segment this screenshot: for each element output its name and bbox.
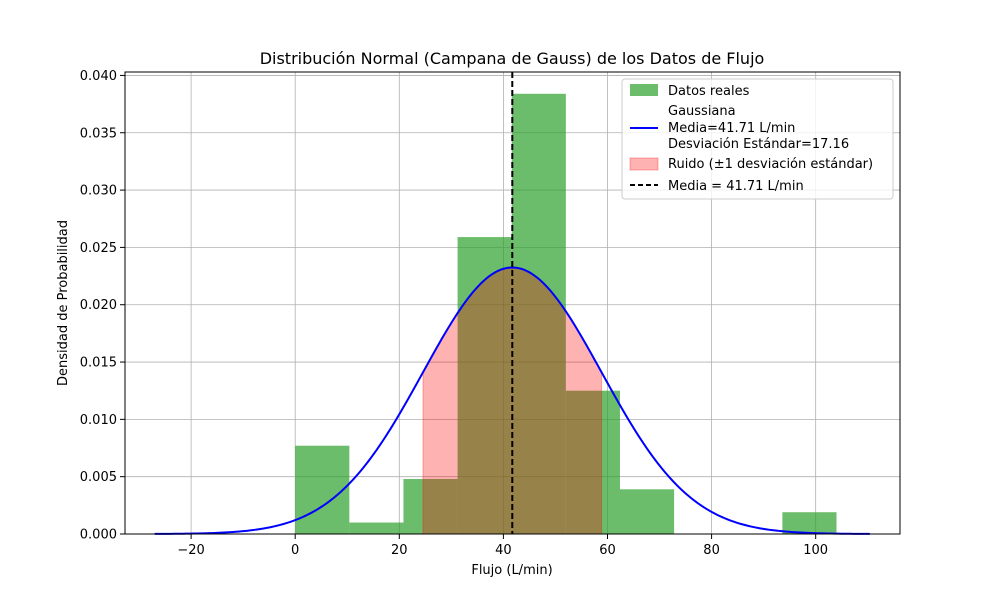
y-tick-label-7: 0.035 [80, 126, 117, 141]
y-tick-label-3: 0.015 [80, 356, 117, 371]
chart-title: Distribución Normal (Campana de Gauss) d… [260, 49, 765, 68]
y-tick-label-4: 0.020 [80, 298, 117, 313]
x-tick-label-1: 0 [291, 543, 299, 558]
y-tick-label-2: 0.010 [80, 413, 117, 428]
x-axis-label: Flujo (L/min) [471, 563, 552, 578]
legend-label-mean: Media = 41.71 L/min [668, 179, 804, 194]
histogram-bar-2 [403, 478, 458, 534]
legend-label-gaussian-1: Gaussiana [668, 104, 736, 119]
x-tick-label-4: 60 [599, 543, 616, 558]
y-axis-label: Densidad de Probabilidad [56, 220, 71, 386]
histogram-bar-0 [295, 445, 350, 534]
histogram-bars [295, 93, 837, 534]
histogram-bar-6 [619, 489, 675, 534]
x-tick-label-5: 80 [703, 543, 720, 558]
y-tick-label-1: 0.005 [80, 470, 117, 485]
gaussian-curve-layer [154, 266, 870, 535]
y-tick-label-8: 0.040 [80, 69, 117, 84]
plot-frame [124, 71, 901, 535]
legend-box [621, 78, 894, 200]
legend-label-gaussian-3: Desviación Estándar=17.16 [668, 137, 849, 152]
histogram-bar-5 [565, 390, 620, 534]
histogram-bar-1 [349, 522, 404, 534]
gaussian-curve [154, 266, 870, 535]
legend-label-noise: Ruido (±1 desviación estándar) [668, 157, 873, 172]
y-tick-label-6: 0.030 [80, 184, 117, 199]
histogram-bar-3 [457, 237, 512, 534]
x-tick-label-6: 100 [803, 543, 828, 558]
legend: Datos reales Gaussiana Media=41.71 L/min… [621, 78, 894, 200]
x-tick-label-2: 20 [391, 543, 408, 558]
y-tick-label-5: 0.025 [80, 241, 117, 256]
legend-swatch-histogram [630, 84, 658, 96]
y-axis-ticks: 0.000 0.005 0.010 0.015 0.020 0.025 0.030 0.035… [80, 69, 125, 543]
histogram-bar-4 [511, 93, 566, 534]
x-axis-ticks: −20 0 20 40 60 80 100 [177, 534, 828, 558]
histogram-bar-9 [782, 512, 837, 534]
x-tick-label-3: 40 [495, 543, 512, 558]
x-tick-label-0: −20 [177, 543, 204, 558]
legend-label-gaussian-2: Media=41.71 L/min [668, 121, 795, 136]
legend-label-histogram: Datos reales [668, 84, 750, 99]
legend-swatch-noise [629, 157, 659, 171]
y-tick-label-0: 0.000 [80, 528, 117, 543]
